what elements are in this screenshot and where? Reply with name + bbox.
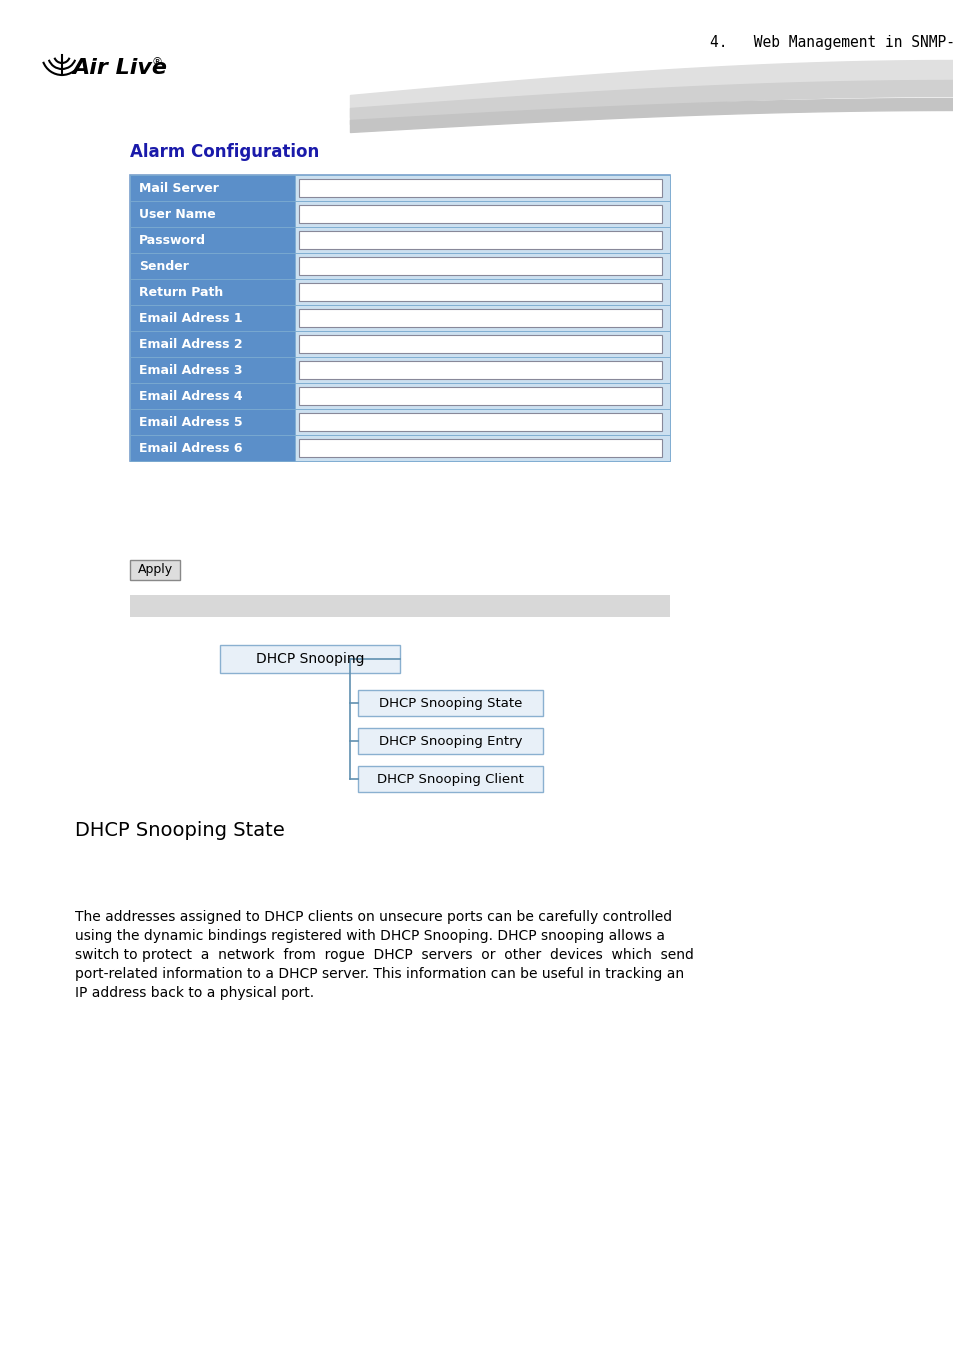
FancyBboxPatch shape — [294, 279, 669, 305]
Text: Email Adress 3: Email Adress 3 — [139, 363, 242, 377]
Text: Email Adress 6: Email Adress 6 — [139, 441, 242, 455]
Text: Apply: Apply — [137, 563, 172, 576]
FancyBboxPatch shape — [294, 435, 669, 460]
FancyBboxPatch shape — [130, 279, 294, 305]
Text: Email Adress 4: Email Adress 4 — [139, 390, 242, 402]
FancyBboxPatch shape — [220, 645, 399, 674]
Text: Email Adress 2: Email Adress 2 — [139, 338, 242, 351]
Text: Password: Password — [139, 234, 206, 247]
Text: Return Path: Return Path — [139, 285, 223, 298]
FancyBboxPatch shape — [130, 252, 294, 279]
FancyBboxPatch shape — [130, 227, 294, 252]
FancyBboxPatch shape — [130, 595, 669, 617]
FancyBboxPatch shape — [130, 331, 294, 356]
Text: DHCP Snooping: DHCP Snooping — [255, 652, 364, 666]
FancyBboxPatch shape — [130, 176, 669, 460]
FancyBboxPatch shape — [130, 435, 294, 460]
FancyBboxPatch shape — [294, 356, 669, 383]
Text: Mail Server: Mail Server — [139, 181, 218, 194]
Text: using the dynamic bindings registered with DHCP Snooping. DHCP snooping allows a: using the dynamic bindings registered wi… — [75, 929, 664, 944]
FancyBboxPatch shape — [294, 176, 669, 201]
FancyBboxPatch shape — [294, 409, 669, 435]
FancyBboxPatch shape — [298, 309, 661, 327]
FancyBboxPatch shape — [357, 765, 542, 792]
FancyBboxPatch shape — [298, 205, 661, 223]
FancyBboxPatch shape — [357, 728, 542, 755]
FancyBboxPatch shape — [298, 231, 661, 248]
Text: switch to protect  a  network  from  rogue  DHCP  servers  or  other  devices  w: switch to protect a network from rogue D… — [75, 948, 693, 963]
Text: User Name: User Name — [139, 208, 215, 220]
FancyBboxPatch shape — [130, 409, 294, 435]
FancyBboxPatch shape — [294, 201, 669, 227]
FancyBboxPatch shape — [298, 439, 661, 458]
FancyBboxPatch shape — [298, 387, 661, 405]
FancyBboxPatch shape — [298, 360, 661, 379]
Text: DHCP Snooping Entry: DHCP Snooping Entry — [378, 734, 521, 748]
FancyBboxPatch shape — [294, 305, 669, 331]
FancyBboxPatch shape — [294, 252, 669, 279]
Text: Email Adress 1: Email Adress 1 — [139, 312, 242, 324]
FancyBboxPatch shape — [298, 256, 661, 275]
Text: DHCP Snooping Client: DHCP Snooping Client — [376, 772, 523, 786]
Text: Alarm Configuration: Alarm Configuration — [130, 143, 319, 161]
FancyBboxPatch shape — [130, 356, 294, 383]
FancyBboxPatch shape — [130, 560, 180, 580]
FancyBboxPatch shape — [298, 180, 661, 197]
FancyBboxPatch shape — [130, 176, 294, 201]
FancyBboxPatch shape — [298, 413, 661, 431]
Text: 4.   Web Management in SNMP-24MGB: 4. Web Management in SNMP-24MGB — [709, 35, 953, 50]
FancyBboxPatch shape — [130, 201, 294, 227]
FancyBboxPatch shape — [294, 227, 669, 252]
FancyBboxPatch shape — [130, 305, 294, 331]
Text: The addresses assigned to DHCP clients on unsecure ports can be carefully contro: The addresses assigned to DHCP clients o… — [75, 910, 672, 923]
Text: DHCP Snooping State: DHCP Snooping State — [75, 821, 284, 840]
Text: ®: ® — [152, 57, 163, 68]
FancyBboxPatch shape — [298, 335, 661, 352]
Text: Air Live: Air Live — [71, 58, 167, 78]
FancyBboxPatch shape — [298, 284, 661, 301]
Text: Email Adress 5: Email Adress 5 — [139, 416, 242, 428]
FancyBboxPatch shape — [294, 331, 669, 356]
Text: Sender: Sender — [139, 259, 189, 273]
Text: IP address back to a physical port.: IP address back to a physical port. — [75, 986, 314, 1000]
Text: DHCP Snooping State: DHCP Snooping State — [378, 697, 521, 710]
FancyBboxPatch shape — [130, 383, 294, 409]
FancyBboxPatch shape — [357, 690, 542, 716]
FancyBboxPatch shape — [294, 383, 669, 409]
Text: port-related information to a DHCP server. This information can be useful in tra: port-related information to a DHCP serve… — [75, 967, 683, 981]
